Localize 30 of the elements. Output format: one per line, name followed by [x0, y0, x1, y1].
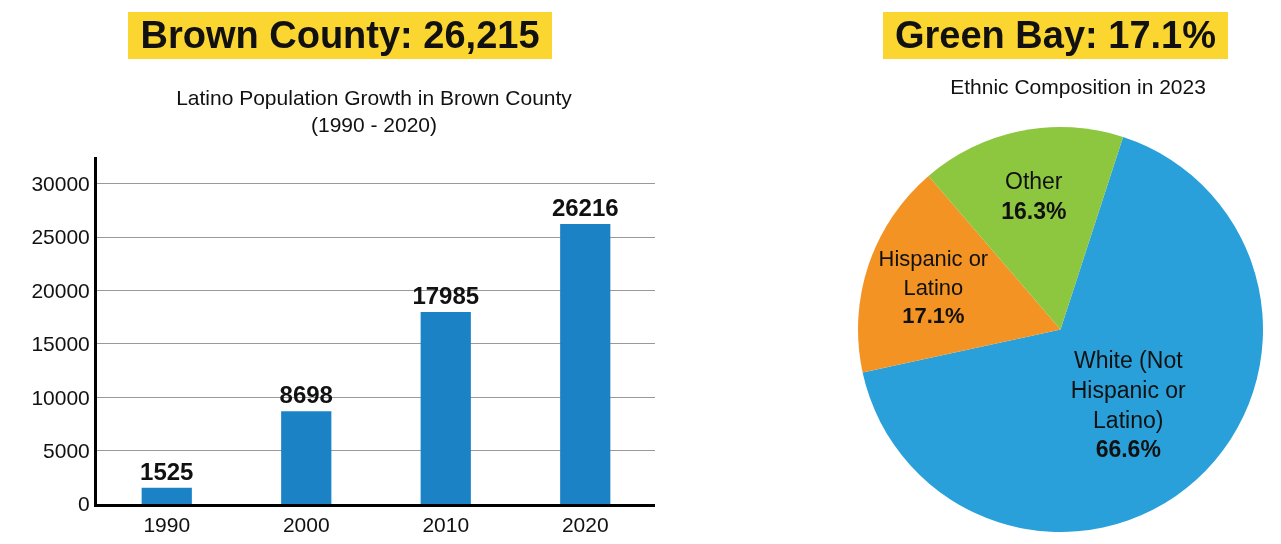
y-tick-label: 30000 — [31, 172, 90, 196]
x-tick-label: 2000 — [282, 513, 330, 537]
slice-label: Other — [1005, 168, 1063, 195]
bar — [420, 311, 471, 504]
x-tick-label: 2020 — [561, 513, 609, 537]
y-tick-label: 15000 — [31, 332, 90, 356]
data-label: 16.3% — [1001, 198, 1067, 225]
y-tick-label: 5000 — [43, 438, 90, 462]
pie-slice — [862, 136, 1263, 532]
bar — [281, 411, 332, 504]
y-tick-label: 25000 — [31, 225, 90, 249]
y-tick-label: 20000 — [31, 278, 90, 302]
data-label: 1525 — [140, 457, 194, 485]
chart-subtitle: Latino Population Growth in Brown County (1990 - 2020) — [176, 86, 573, 137]
data-label: 17.1% — [902, 303, 965, 329]
chart-title: Brown County: 26,215 — [128, 12, 552, 59]
bar — [141, 487, 192, 504]
chart-subtitle: Ethnic Composition in 2023 — [950, 74, 1206, 98]
data-label: 8698 — [279, 381, 333, 409]
data-label: 66.6% — [1095, 436, 1161, 463]
slice-label: Hispanic or Latino — [878, 246, 989, 300]
y-tick-label: 10000 — [31, 385, 90, 409]
x-tick-label: 1990 — [143, 513, 191, 537]
x-tick-label: 2010 — [422, 513, 470, 537]
bar — [560, 224, 611, 504]
slice-label: White (Not Hispanic or Latino) — [1070, 346, 1187, 433]
data-label: 17985 — [412, 281, 480, 309]
y-tick-label: 0 — [78, 492, 90, 516]
chart-title: Green Bay: 17.1% — [882, 12, 1229, 59]
data-label: 26216 — [551, 194, 619, 222]
